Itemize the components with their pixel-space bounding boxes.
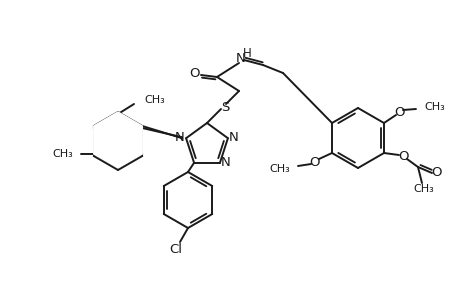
Text: O: O xyxy=(190,67,200,80)
Text: CH₃: CH₃ xyxy=(413,184,433,194)
Text: N: N xyxy=(175,131,185,144)
Text: CH₃: CH₃ xyxy=(269,164,289,174)
Text: N: N xyxy=(235,52,246,64)
Polygon shape xyxy=(94,112,142,168)
Text: O: O xyxy=(394,106,404,118)
Text: Cl: Cl xyxy=(169,244,182,256)
Text: CH₃: CH₃ xyxy=(144,95,164,105)
Text: O: O xyxy=(431,167,441,179)
Text: CH₃: CH₃ xyxy=(52,149,73,159)
Text: H: H xyxy=(242,46,251,59)
Text: N: N xyxy=(221,156,230,169)
Text: O: O xyxy=(308,155,319,169)
Text: N: N xyxy=(229,131,238,144)
Text: S: S xyxy=(220,100,229,113)
Text: CH₃: CH₃ xyxy=(423,102,444,112)
Text: O: O xyxy=(398,149,409,163)
